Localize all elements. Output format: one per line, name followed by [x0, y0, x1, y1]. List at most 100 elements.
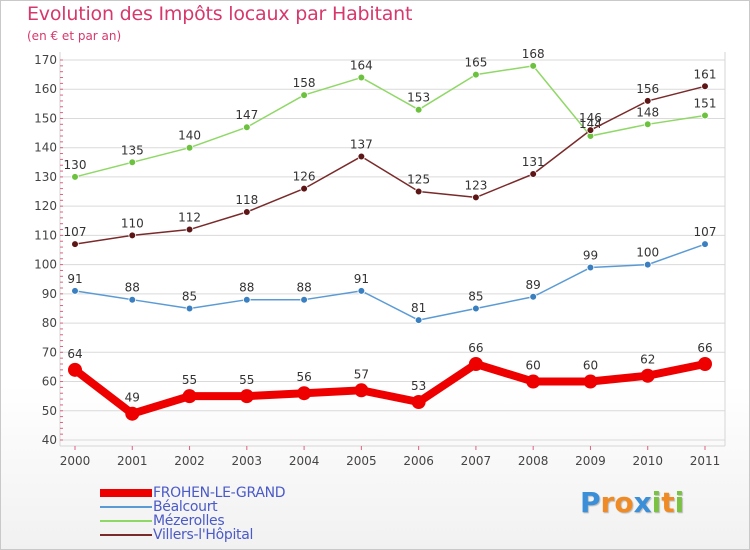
data-point-b-alcourt-2002 [185, 304, 194, 313]
data-point-villers-l-h-pital-2004 [300, 184, 308, 193]
data-label-m-zerolles-2007: 165 [464, 56, 487, 70]
data-label-b-alcourt-2007: 85 [468, 289, 483, 303]
y-tick-label-60: 60 [42, 375, 57, 389]
legend-item-b-alcourt: Béalcourt [100, 499, 360, 515]
data-label-frohen-le-grand-2008: 60 [526, 359, 541, 373]
data-label-m-zerolles-2005: 164 [350, 59, 373, 73]
x-tick-label-2001: 2001 [117, 454, 148, 468]
data-label-m-zerolles-2001: 135 [121, 143, 144, 157]
data-point-villers-l-h-pital-2000 [71, 240, 79, 248]
legend-label-m-zerolles: Mézerolles [153, 513, 225, 529]
y-tick-label-140: 140 [34, 141, 57, 155]
data-point-b-alcourt-2010 [643, 260, 652, 269]
data-label-b-alcourt-2003: 88 [239, 281, 254, 295]
data-point-m-zerolles-2005 [357, 73, 366, 82]
logo-letter: i [651, 486, 662, 519]
data-label-m-zerolles-2003: 147 [235, 108, 258, 122]
data-point-b-alcourt-2008 [529, 292, 537, 301]
data-point-b-alcourt-2007 [472, 304, 480, 313]
data-label-villers-l-h-pital-2005: 137 [350, 137, 373, 151]
data-point-frohen-le-grand-2008 [526, 374, 541, 389]
data-point-m-zerolles-2001 [128, 158, 137, 167]
data-label-m-zerolles-2011: 151 [694, 97, 717, 111]
logo-letter: o [614, 486, 634, 519]
x-tick-label-2002: 2002 [174, 454, 205, 468]
data-point-m-zerolles-2011 [701, 111, 709, 120]
x-tick-label-2003: 2003 [232, 454, 263, 468]
data-label-villers-l-h-pital-2011: 161 [694, 67, 717, 81]
data-point-m-zerolles-2010 [643, 120, 652, 129]
y-tick-label-100: 100 [34, 258, 57, 272]
data-label-b-alcourt-2011: 107 [694, 225, 717, 239]
legend-item-frohen-le-grand: FROHEN-LE-GRAND [100, 485, 360, 501]
data-label-frohen-le-grand-2000: 64 [67, 347, 82, 361]
data-point-villers-l-h-pital-2011 [701, 82, 709, 91]
chart-legend: FROHEN-LE-GRAND Béalcourt Mézerolles Viller… [100, 485, 360, 543]
data-point-b-alcourt-2009 [586, 263, 595, 272]
data-point-villers-l-h-pital-2007 [472, 193, 480, 202]
data-point-m-zerolles-2002 [185, 143, 194, 152]
y-tick-label-90: 90 [42, 287, 57, 301]
x-tick-label-2008: 2008 [518, 454, 549, 468]
data-label-b-alcourt-2004: 88 [296, 281, 311, 295]
data-label-villers-l-h-pital-2007: 123 [464, 178, 487, 192]
y-tick-label-150: 150 [34, 111, 57, 125]
data-point-villers-l-h-pital-2003 [243, 208, 251, 216]
data-label-villers-l-h-pital-2003: 118 [235, 193, 258, 207]
y-tick-label-110: 110 [34, 228, 57, 242]
data-point-villers-l-h-pital-2005 [357, 152, 366, 161]
data-point-m-zerolles-2000 [71, 173, 79, 181]
x-tick-label-2009: 2009 [575, 454, 606, 468]
data-label-villers-l-h-pital-2004: 126 [293, 170, 316, 184]
series-line-villers-l-h-pital [74, 85, 706, 245]
data-label-villers-l-h-pital-2009: 146 [579, 111, 602, 125]
data-label-frohen-le-grand-2011: 66 [697, 341, 712, 355]
y-tick-label-50: 50 [42, 404, 57, 418]
logo-letter: P [580, 486, 601, 519]
data-point-frohen-le-grand-2005 [354, 383, 369, 398]
data-point-frohen-le-grand-2001 [125, 406, 140, 421]
data-point-frohen-le-grand-2010 [640, 368, 655, 383]
data-point-m-zerolles-2004 [300, 91, 308, 99]
data-label-b-alcourt-2008: 89 [526, 278, 541, 292]
data-label-m-zerolles-2004: 158 [293, 76, 316, 90]
y-tick-label-80: 80 [42, 316, 57, 330]
series-line-m-zerolles [74, 65, 706, 178]
legend-swatch-m-zerolles [100, 520, 152, 522]
data-point-frohen-le-grand-2011 [698, 357, 712, 371]
legend-item-villers-l-h-pital: Villers-l'Hôpital [100, 527, 360, 543]
logo-letter: t [661, 486, 675, 519]
y-tick-label-70: 70 [42, 345, 57, 359]
data-point-b-alcourt-2006 [414, 316, 423, 324]
data-point-villers-l-h-pital-2006 [414, 187, 423, 196]
legend-swatch-b-alcourt [100, 506, 152, 508]
data-point-m-zerolles-2006 [414, 105, 423, 114]
data-point-frohen-le-grand-2009 [583, 374, 598, 389]
data-point-villers-l-h-pital-2009 [586, 126, 595, 134]
y-tick-label-170: 170 [34, 53, 57, 67]
data-label-frohen-le-grand-2005: 57 [354, 367, 369, 381]
data-point-b-alcourt-2003 [243, 295, 251, 304]
y-tick-label-120: 120 [34, 199, 57, 213]
data-point-b-alcourt-2004 [300, 295, 308, 304]
logo-letter: i [674, 486, 685, 519]
legend-swatch-frohen-le-grand [100, 489, 152, 497]
data-label-m-zerolles-2000: 130 [64, 158, 87, 172]
data-label-villers-l-h-pital-2002: 112 [178, 211, 201, 225]
logo-letter: r [600, 486, 615, 519]
data-label-b-alcourt-2001: 88 [125, 281, 140, 295]
data-label-frohen-le-grand-2003: 55 [239, 373, 254, 387]
data-label-frohen-le-grand-2007: 66 [468, 341, 483, 355]
data-point-villers-l-h-pital-2002 [185, 225, 194, 234]
data-label-villers-l-h-pital-2006: 125 [407, 173, 430, 187]
legend-label-b-alcourt: Béalcourt [153, 499, 218, 515]
data-label-villers-l-h-pital-2008: 131 [522, 155, 545, 169]
x-tick-label-2007: 2007 [461, 454, 492, 468]
data-point-m-zerolles-2003 [243, 123, 251, 132]
x-tick-label-2000: 2000 [60, 454, 91, 468]
legend-item-m-zerolles: Mézerolles [100, 513, 360, 529]
data-label-b-alcourt-2000: 91 [67, 272, 82, 286]
data-label-b-alcourt-2009: 99 [583, 249, 598, 263]
